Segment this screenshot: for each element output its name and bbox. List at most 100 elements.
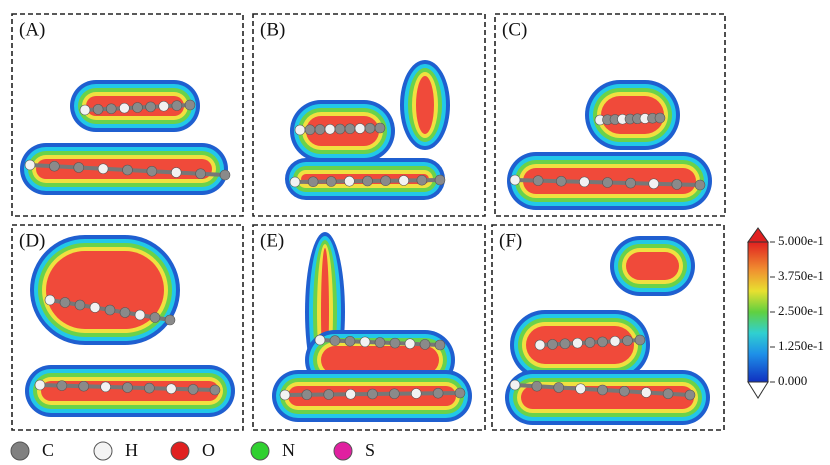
atom [354,123,366,134]
atom [509,174,521,186]
atom [170,167,182,178]
atom [584,337,596,348]
atom [329,335,341,346]
atom [367,388,378,400]
panel-border [11,224,244,431]
atom [314,334,326,346]
legend-atom [170,441,190,461]
atom [59,297,71,308]
atom [622,335,633,346]
atom [410,388,422,399]
panel: (C) [494,13,726,217]
panel-border [491,224,725,431]
atom [79,104,91,116]
colorbar-bar [747,241,769,383]
atom [187,384,199,395]
atom [49,160,60,172]
atom [532,175,544,186]
atom [122,164,133,176]
atom [434,339,446,351]
atom [119,102,130,114]
atom [694,179,706,191]
panel-label: (F) [499,230,522,251]
atom [134,309,146,321]
density-contour [321,346,439,374]
legend-label: S [365,440,375,460]
panel-label: (B) [260,19,285,40]
atom [44,294,56,306]
atom [56,380,68,391]
density-contour [46,251,164,329]
atom [389,388,400,400]
atom [575,383,586,395]
legend-atom [333,441,353,461]
atom [97,163,109,175]
panel: (E) [252,224,486,431]
atom [104,304,116,316]
tick-label: 2.500e-1 [778,303,824,318]
atom [671,179,683,190]
legend-label: H [125,440,138,460]
atom [555,175,567,187]
colorbar-arrow-top [747,227,769,243]
atom [344,175,355,187]
legend-atom [93,441,113,461]
tick-label: 1.250e-1 [778,338,824,353]
atom [307,176,319,188]
atom [301,389,313,401]
atom [684,389,696,401]
panel: (B) [252,13,486,217]
colorbar-arrow-bottom [747,381,769,399]
atom [325,176,337,187]
atom [380,175,391,187]
atom [625,177,636,189]
atom [324,123,336,135]
atom [122,382,133,393]
atom [509,379,521,391]
panel-label: (A) [19,19,45,40]
atom [145,101,156,113]
tick-label: 0.000 [778,373,807,388]
atom [100,381,111,393]
panel-border [11,13,244,217]
panels: (A) (B) (C) (D) (E) (F) [11,13,726,431]
atom [640,387,652,398]
atom [602,177,613,188]
legend-label: C [42,440,54,460]
atom [534,339,546,351]
legend-label: O [202,440,215,460]
atom [572,337,583,349]
atom [364,122,376,134]
atom [209,384,221,396]
atom [195,168,206,180]
legend-atom [250,441,270,461]
colorbar-ticks: 5.000e-1 3.750e-1 2.500e-1 1.250e-1 0.000 [770,233,824,388]
atom [149,312,161,323]
atom [344,335,356,347]
atom [634,334,646,346]
atom [374,122,386,134]
atom [164,314,176,326]
atom [119,307,131,318]
atom [416,174,428,186]
atom [334,123,346,135]
atom [531,380,543,392]
atom [171,100,183,111]
panel: (F) [491,224,725,431]
atom [304,124,316,136]
panel: (D) [11,224,244,431]
atom [432,387,444,399]
atom [648,178,660,190]
atom [434,174,446,186]
colorbar [747,227,769,399]
atom [398,175,410,186]
legend-label: N [282,440,295,460]
atom [184,99,196,111]
atom [454,387,466,399]
atom [323,389,335,400]
atom [619,385,630,397]
panel-label: (E) [260,230,284,251]
atom [24,159,36,171]
